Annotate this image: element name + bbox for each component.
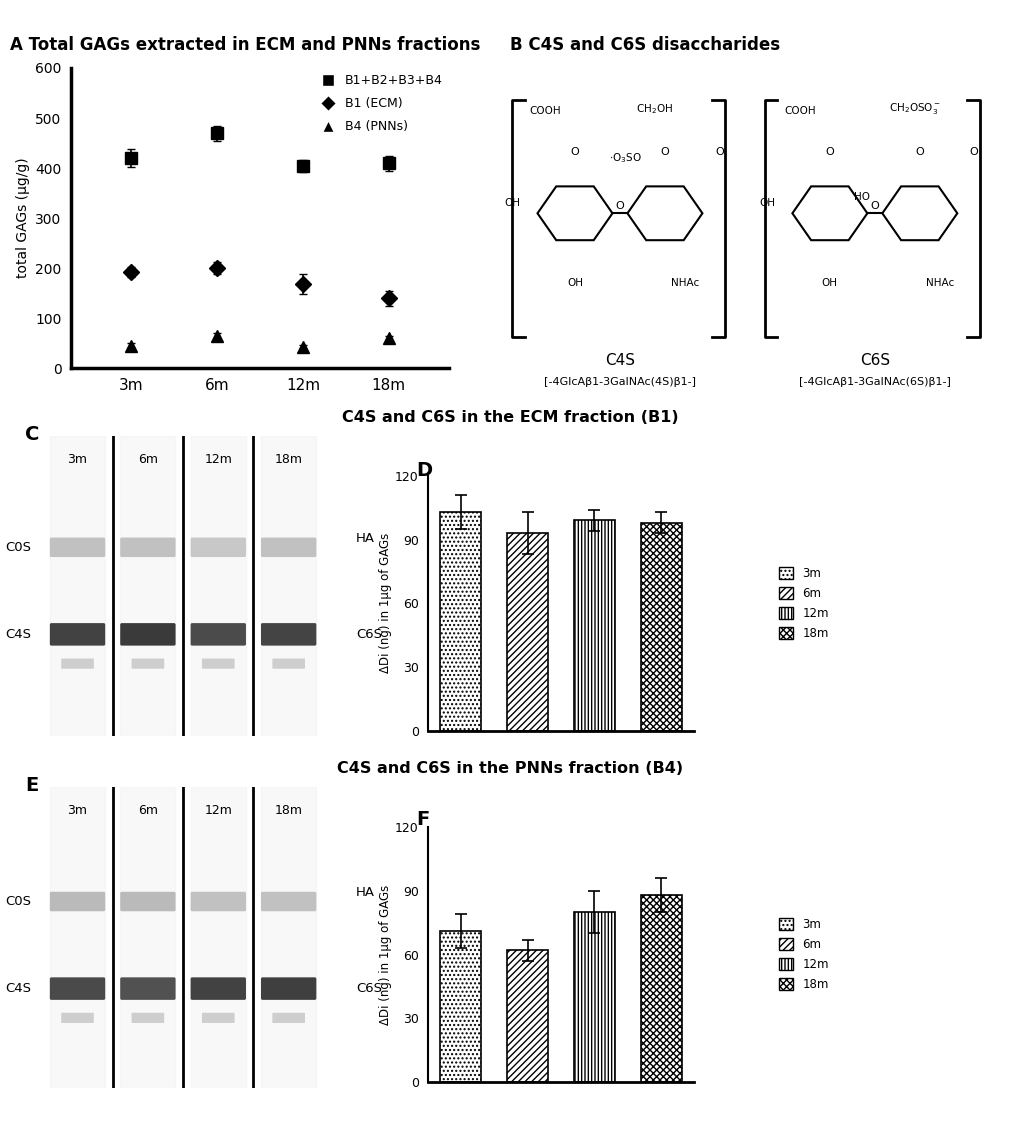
Bar: [440, 931, 480, 1082]
Text: O: O: [869, 201, 878, 211]
FancyBboxPatch shape: [272, 1013, 305, 1023]
Text: C4S: C4S: [6, 628, 32, 641]
Bar: [641, 522, 681, 731]
Bar: [574, 912, 614, 1082]
Text: C4S: C4S: [6, 982, 32, 995]
Text: C4S and C6S in the ECM fraction (B1): C4S and C6S in the ECM fraction (B1): [341, 410, 678, 425]
FancyBboxPatch shape: [272, 658, 305, 668]
Legend: 3m, 6m, 12m, 18m: 3m, 6m, 12m, 18m: [773, 913, 833, 996]
FancyBboxPatch shape: [131, 658, 164, 668]
Text: OH: OH: [503, 197, 520, 207]
Text: 6m: 6m: [138, 453, 158, 466]
Text: O: O: [570, 147, 579, 156]
FancyBboxPatch shape: [50, 537, 105, 557]
Text: O: O: [915, 147, 923, 156]
Bar: [191, 436, 246, 736]
Text: 18m: 18m: [274, 453, 303, 466]
Text: O: O: [824, 147, 834, 156]
Text: O: O: [615, 201, 624, 211]
Text: [-4GlcAβ1-3GalNAc(4S)β1-]: [-4GlcAβ1-3GalNAc(4S)β1-]: [543, 377, 695, 387]
Bar: [506, 534, 547, 731]
Bar: [50, 436, 105, 736]
Text: 12m: 12m: [204, 804, 232, 817]
Text: C4S and C6S in the PNNs fraction (B4): C4S and C6S in the PNNs fraction (B4): [336, 761, 683, 776]
Bar: [191, 787, 246, 1088]
Bar: [120, 436, 175, 736]
Bar: [261, 436, 316, 736]
FancyBboxPatch shape: [261, 623, 316, 646]
FancyBboxPatch shape: [61, 1013, 94, 1023]
FancyBboxPatch shape: [191, 978, 246, 999]
Text: COOH: COOH: [784, 107, 815, 117]
Text: C6S: C6S: [356, 982, 381, 995]
Text: HA: HA: [356, 531, 375, 545]
Text: O: O: [660, 147, 668, 156]
FancyBboxPatch shape: [120, 623, 175, 646]
Text: $\cdot$O$_3$SO: $\cdot$O$_3$SO: [608, 151, 641, 164]
Legend: B1+B2+B3+B4, B1 (ECM), B4 (PNNs): B1+B2+B3+B4, B1 (ECM), B4 (PNNs): [316, 75, 442, 134]
Text: C: C: [25, 425, 40, 444]
Text: CH$_2$OH: CH$_2$OH: [636, 103, 673, 117]
FancyBboxPatch shape: [191, 892, 246, 911]
FancyBboxPatch shape: [261, 978, 316, 999]
Text: NHAc: NHAc: [671, 278, 698, 288]
FancyBboxPatch shape: [191, 537, 246, 557]
Text: CH$_2$OSO$_3^-$: CH$_2$OSO$_3^-$: [889, 102, 940, 117]
Text: OH: OH: [758, 197, 774, 207]
Text: HO: HO: [853, 193, 869, 202]
Bar: [574, 520, 614, 731]
FancyBboxPatch shape: [202, 1013, 234, 1023]
Text: 3m: 3m: [67, 453, 88, 466]
Bar: [50, 787, 105, 1088]
Text: O: O: [969, 147, 977, 156]
Text: C0S: C0S: [6, 895, 32, 908]
Text: D: D: [416, 461, 432, 480]
Text: O: O: [714, 147, 722, 156]
FancyBboxPatch shape: [50, 978, 105, 999]
Text: 18m: 18m: [274, 804, 303, 817]
FancyBboxPatch shape: [131, 1013, 164, 1023]
Text: 12m: 12m: [204, 453, 232, 466]
Bar: [506, 951, 547, 1082]
Y-axis label: total GAGs (μg/g): total GAGs (μg/g): [15, 157, 30, 279]
FancyBboxPatch shape: [261, 537, 316, 557]
FancyBboxPatch shape: [120, 892, 175, 911]
Y-axis label: ΔDi (ng) in 1μg of GAGs: ΔDi (ng) in 1μg of GAGs: [379, 534, 391, 673]
Text: A Total GAGs extracted in ECM and PNNs fractions: A Total GAGs extracted in ECM and PNNs f…: [10, 36, 480, 54]
Bar: [120, 787, 175, 1088]
Text: COOH: COOH: [529, 107, 560, 117]
Text: HA: HA: [356, 886, 375, 898]
Legend: 3m, 6m, 12m, 18m: 3m, 6m, 12m, 18m: [773, 562, 833, 645]
Text: C4S: C4S: [604, 353, 635, 368]
Text: 3m: 3m: [67, 804, 88, 817]
Text: 6m: 6m: [138, 804, 158, 817]
FancyBboxPatch shape: [120, 537, 175, 557]
Bar: [261, 787, 316, 1088]
Text: NHAc: NHAc: [925, 278, 953, 288]
FancyBboxPatch shape: [191, 623, 246, 646]
Text: E: E: [25, 776, 39, 795]
Y-axis label: ΔDi (ng) in 1μg of GAGs: ΔDi (ng) in 1μg of GAGs: [379, 885, 391, 1024]
FancyBboxPatch shape: [50, 623, 105, 646]
Text: C6S: C6S: [859, 353, 889, 368]
Bar: [641, 895, 681, 1082]
Text: C6S: C6S: [356, 628, 381, 641]
FancyBboxPatch shape: [61, 658, 94, 668]
Text: F: F: [416, 810, 429, 829]
Text: [-4GlcAβ1-3GalNAc(6S)β1-]: [-4GlcAβ1-3GalNAc(6S)β1-]: [798, 377, 950, 387]
FancyBboxPatch shape: [50, 892, 105, 911]
FancyBboxPatch shape: [202, 658, 234, 668]
FancyBboxPatch shape: [261, 892, 316, 911]
Text: OH: OH: [567, 278, 583, 288]
Text: OH: OH: [821, 278, 837, 288]
FancyBboxPatch shape: [120, 978, 175, 999]
Bar: [440, 512, 480, 731]
Text: B C4S and C6S disaccharides: B C4S and C6S disaccharides: [510, 36, 780, 54]
Text: C0S: C0S: [6, 540, 32, 554]
